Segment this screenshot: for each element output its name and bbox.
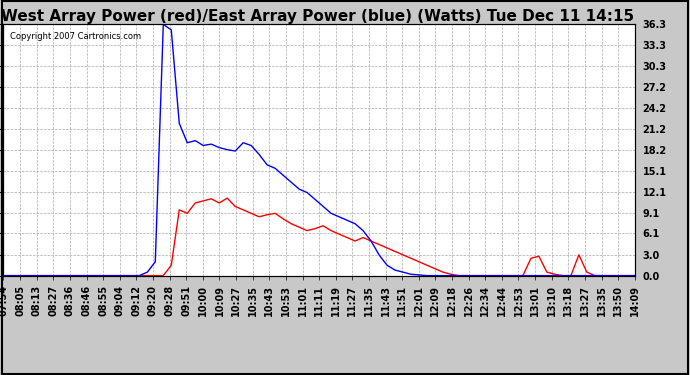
Text: West Array Power (red)/East Array Power (blue) (Watts) Tue Dec 11 14:15: West Array Power (red)/East Array Power … bbox=[1, 9, 634, 24]
Text: Copyright 2007 Cartronics.com: Copyright 2007 Cartronics.com bbox=[10, 32, 141, 41]
